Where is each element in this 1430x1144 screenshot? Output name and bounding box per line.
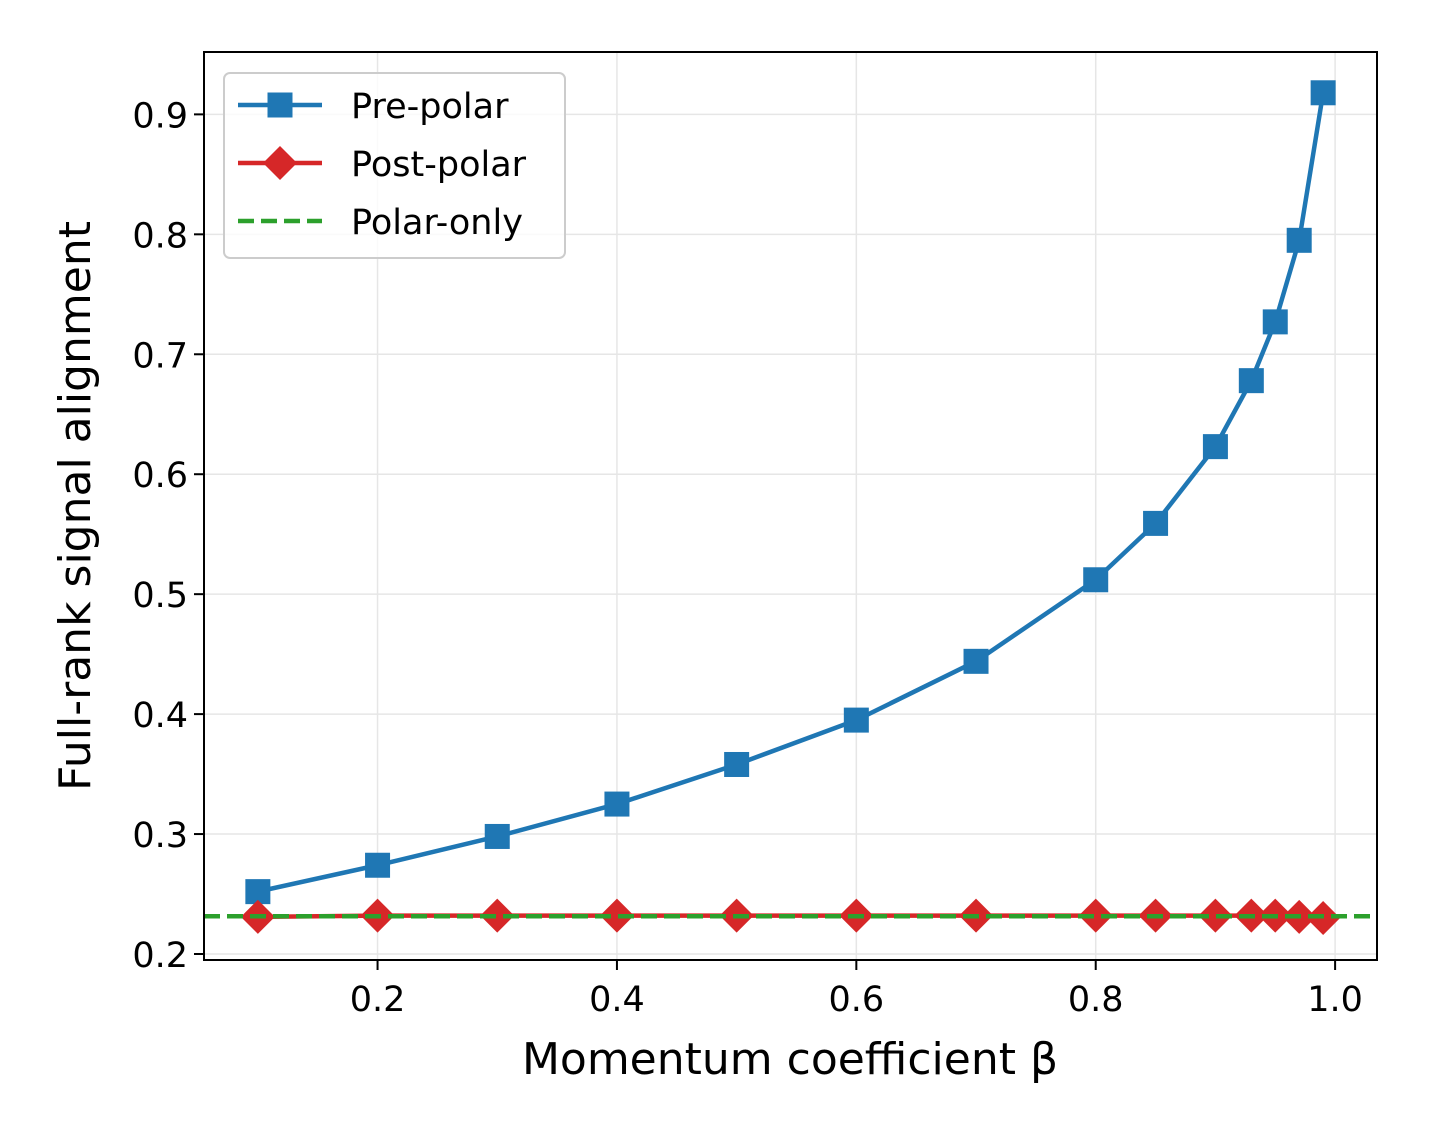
series-layer [204, 80, 1377, 936]
x-tick-label: 1.0 [1307, 980, 1363, 1020]
x-tick-label: 0.6 [828, 980, 884, 1020]
y-tick-label: 0.6 [132, 456, 188, 496]
x-tick-label: 0.8 [1068, 980, 1124, 1020]
y-tick-label: 0.8 [132, 216, 188, 256]
pre-polar-point [724, 751, 750, 777]
y-tick-label: 0.9 [132, 96, 188, 136]
pre-polar-point [365, 852, 391, 878]
pre-polar-point [963, 648, 989, 674]
pre-polar-point [843, 707, 869, 733]
x-tick-label: 0.4 [589, 980, 645, 1020]
pre-polar-point [604, 791, 630, 817]
post-polar-point [1198, 898, 1233, 933]
post-polar-point [1078, 898, 1113, 933]
legend: Pre-polar Post-polar Polar-only [223, 72, 566, 259]
pre-polar-point [1310, 80, 1336, 106]
legend-box [223, 72, 566, 259]
pre-polar-point [1202, 434, 1228, 460]
pre-polar-point [1238, 368, 1264, 394]
x-axis-label: Momentum coefficient β [522, 1034, 1058, 1085]
y-tick-label: 0.7 [132, 336, 188, 376]
ticks: 0.2 0.4 0.6 0.8 1.0 0.2 0.3 0.4 0.5 0.6 0.7 0.8 0.9 [132, 96, 1363, 1020]
pre-polar-point [1143, 510, 1169, 536]
y-tick-label: 0.2 [132, 936, 188, 976]
post-polar-point [480, 898, 515, 933]
plot-frame [203, 51, 1378, 961]
y-tick-label: 0.4 [132, 696, 188, 736]
pre-polar-point [1286, 227, 1312, 253]
x-tick-label: 0.2 [350, 980, 406, 1020]
y-tick-label: 0.5 [132, 576, 188, 616]
y-axis-label: Full-rank signal alignment [50, 221, 101, 791]
legend-polar-only-label: Polar-only [351, 203, 523, 243]
y-tick-label: 0.3 [132, 816, 188, 856]
pre-polar-point [1262, 309, 1288, 335]
legend-pre-polar-marker [267, 92, 293, 118]
legend-post-polar-label: Post-polar [351, 145, 527, 185]
pre-polar-point [1083, 567, 1109, 593]
post-polar-point [599, 898, 634, 933]
legend-post-polar-marker [263, 146, 297, 180]
legend-pre-polar-label: Pre-polar [351, 87, 509, 127]
pre-polar-point [484, 823, 510, 849]
